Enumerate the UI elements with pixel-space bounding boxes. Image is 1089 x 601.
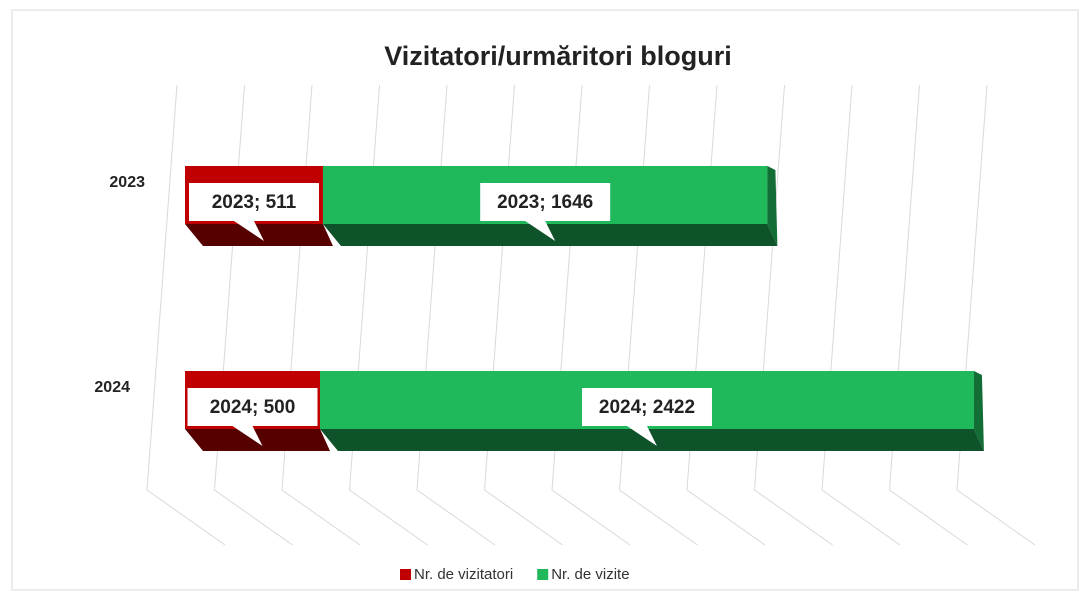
bar-cap xyxy=(767,166,778,246)
grid-line xyxy=(888,84,968,546)
grid-line xyxy=(146,84,226,546)
legend-label: Nr. de vizitatori xyxy=(414,566,513,583)
label-callout xyxy=(188,183,319,241)
grid-line xyxy=(821,84,901,546)
bar-cap xyxy=(973,371,984,451)
data-label: 2024; 500 xyxy=(210,397,296,418)
label-callout xyxy=(581,388,712,446)
legend-swatch xyxy=(400,569,411,580)
data-label: 2023; 511 xyxy=(212,192,297,213)
label-callout xyxy=(480,183,611,241)
legend-label: Nr. de vizite xyxy=(551,566,629,583)
grid-line xyxy=(956,84,1036,546)
data-label: 2023; 1646 xyxy=(497,192,593,213)
label-callout xyxy=(187,388,318,446)
data-label: 2024; 2422 xyxy=(599,397,695,418)
legend-swatch xyxy=(537,569,549,580)
chart-frame xyxy=(11,9,1079,591)
chart-title: Vizitatori/urmăritori bloguri xyxy=(384,41,732,71)
y-tick-label: 2023 xyxy=(109,174,145,191)
y-tick-label: 2024 xyxy=(94,379,130,396)
